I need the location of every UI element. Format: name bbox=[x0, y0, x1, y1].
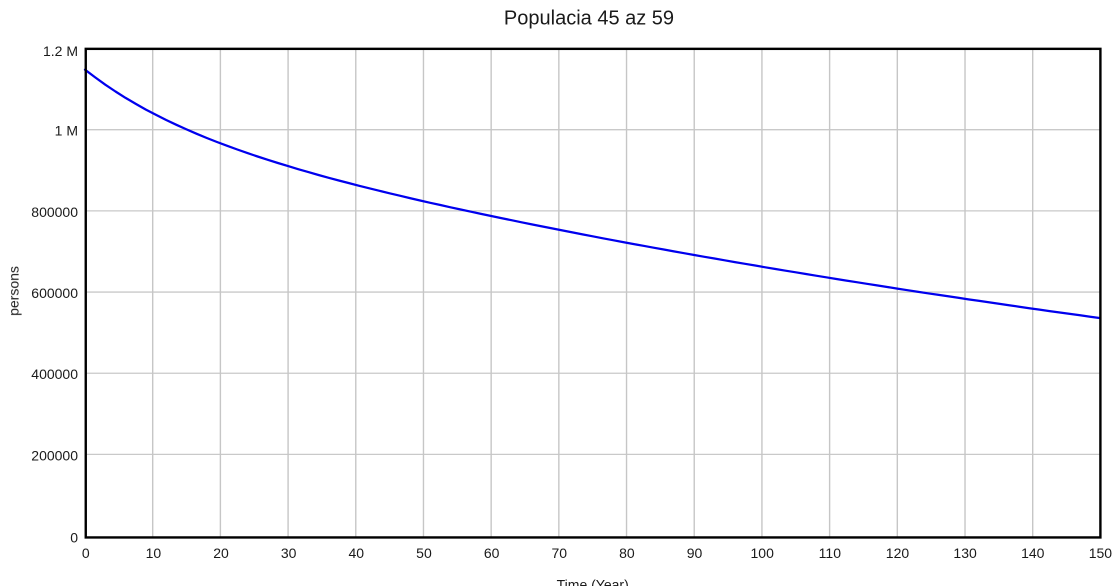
svg-text:30: 30 bbox=[281, 545, 297, 561]
svg-text:80: 80 bbox=[619, 545, 635, 561]
svg-text:Populacia 45 az 59: Populacia 45 az 59 bbox=[504, 8, 674, 30]
svg-text:Time (Year): Time (Year) bbox=[557, 577, 629, 586]
svg-text:0: 0 bbox=[70, 529, 78, 545]
svg-text:800000: 800000 bbox=[31, 204, 78, 220]
svg-text:600000: 600000 bbox=[31, 285, 78, 301]
svg-text:1 M: 1 M bbox=[55, 123, 78, 139]
svg-text:130: 130 bbox=[953, 545, 977, 561]
svg-text:140: 140 bbox=[1021, 545, 1045, 561]
svg-text:100: 100 bbox=[751, 545, 775, 561]
svg-text:400000: 400000 bbox=[31, 366, 78, 382]
svg-text:0: 0 bbox=[82, 545, 90, 561]
svg-text:20: 20 bbox=[213, 545, 229, 561]
svg-text:40: 40 bbox=[349, 545, 365, 561]
svg-text:60: 60 bbox=[484, 545, 500, 561]
svg-text:150: 150 bbox=[1089, 545, 1113, 561]
svg-text:200000: 200000 bbox=[31, 447, 78, 463]
svg-text:persons: persons bbox=[6, 266, 22, 316]
svg-text:10: 10 bbox=[146, 545, 162, 561]
svg-text:120: 120 bbox=[886, 545, 910, 561]
svg-text:50: 50 bbox=[416, 545, 432, 561]
svg-text:90: 90 bbox=[687, 545, 703, 561]
svg-text:110: 110 bbox=[819, 545, 842, 561]
svg-text:1.2 M: 1.2 M bbox=[43, 43, 78, 59]
svg-text:70: 70 bbox=[551, 545, 567, 561]
